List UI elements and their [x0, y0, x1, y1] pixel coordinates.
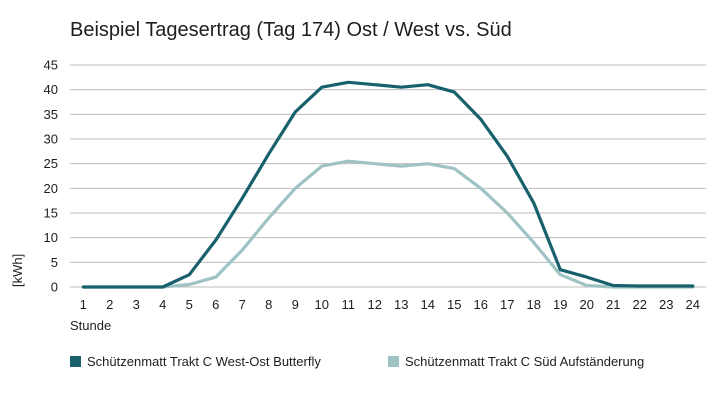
y-tick-label: 30 [44, 132, 58, 147]
x-tick-label: 2 [106, 297, 113, 312]
x-tick-label: 5 [186, 297, 193, 312]
series-line-2 [81, 159, 695, 289]
x-tick-label: 4 [159, 297, 166, 312]
legend-label: Schützenmatt Trakt C Süd Aufständerung [405, 354, 644, 369]
y-tick-label: 20 [44, 181, 58, 196]
x-tick-label: 14 [421, 297, 435, 312]
y-axis-label: [kWh] [10, 254, 25, 287]
legend-label: Schützenmatt Trakt C West-Ost Butterfly [87, 354, 321, 369]
x-tick-label: 3 [133, 297, 140, 312]
x-tick-label: 19 [553, 297, 567, 312]
x-tick-label: 17 [500, 297, 514, 312]
y-tick-label: 35 [44, 107, 58, 122]
x-tick-label: 24 [686, 297, 700, 312]
x-tick-label: 15 [447, 297, 461, 312]
x-tick-label: 1 [80, 297, 87, 312]
x-tick-label: 20 [580, 297, 594, 312]
x-tick-label: 7 [239, 297, 246, 312]
x-tick-label: 9 [292, 297, 299, 312]
chart-title: Beispiel Tagesertrag (Tag 174) Ost / Wes… [70, 19, 512, 41]
x-axis-ticks: 1 2 3 4 5 6 7 8 9 10 11 12 13 14 15 16 17 18 19 20 21 22 23 24 [80, 297, 700, 312]
x-tick-label: 22 [633, 297, 647, 312]
x-tick-label: 21 [606, 297, 620, 312]
x-tick-label: 16 [474, 297, 488, 312]
y-tick-label: 0 [51, 280, 58, 295]
x-tick-label: 11 [342, 297, 356, 312]
x-tick-label: 6 [212, 297, 219, 312]
y-tick-label: 40 [44, 82, 58, 97]
x-tick-label: 13 [394, 297, 408, 312]
x-tick-label: 8 [265, 297, 272, 312]
y-tick-label: 5 [51, 255, 58, 270]
x-tick-label: 10 [315, 297, 329, 312]
x-tick-label: 18 [527, 297, 541, 312]
y-tick-label: 10 [44, 230, 58, 245]
y-tick-label: 25 [44, 156, 58, 171]
x-axis-label: Stunde [70, 318, 111, 333]
x-tick-label: 23 [659, 297, 673, 312]
legend-swatch [388, 356, 399, 367]
x-tick-label: 12 [368, 297, 382, 312]
grid-lines [70, 64, 706, 288]
y-tick-label: 45 [44, 58, 58, 73]
y-tick-label: 15 [44, 206, 58, 221]
series-line-1 [81, 80, 695, 289]
legend-swatch [70, 356, 81, 367]
legend: Schützenmatt Trakt C West-Ost Butterfly S… [70, 354, 644, 369]
y-axis-ticks: 0 5 10 15 20 25 30 35 40 45 [44, 58, 58, 295]
series-lines [81, 80, 695, 289]
